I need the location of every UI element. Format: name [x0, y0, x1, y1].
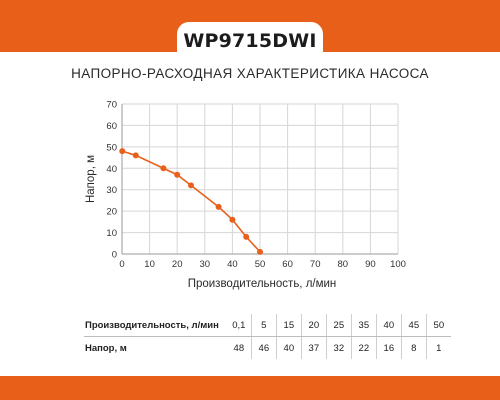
model-tab: WP9715DWI: [177, 22, 323, 60]
data-point: [243, 233, 250, 240]
table-cell: 46: [250, 336, 277, 359]
chart-title: НАПОРНО-РАСХОДНАЯ ХАРАКТЕРИСТИКА НАСОСА: [71, 66, 429, 81]
table-cell: 48: [233, 342, 245, 354]
data-point: [132, 152, 139, 159]
data-point: [160, 165, 167, 172]
x-tick-label: 20: [172, 259, 183, 270]
y-tick-label: 30: [106, 185, 117, 196]
table-cell: 15: [275, 314, 302, 337]
table-cell: 32: [325, 336, 352, 359]
x-tick-label: 10: [144, 259, 155, 270]
table-row-flow: Производительность, л/мин 0,1 5 15 20 25…: [84, 314, 451, 337]
x-tick-label: 50: [255, 259, 266, 270]
x-axis-label: Производительность, л/мин: [188, 278, 337, 290]
table-cell: 50: [425, 314, 451, 337]
x-tick-label: 0: [119, 259, 124, 270]
table-cell: 1: [425, 336, 451, 359]
data-point: [119, 148, 126, 155]
table-cell: 25: [325, 314, 352, 337]
x-tick-label: 80: [338, 259, 349, 270]
series-line: [122, 150, 261, 253]
table-cell: 37: [300, 336, 327, 359]
table-row-head: Напор, м 48 46 40 37 32 22 16 8 1: [84, 336, 451, 359]
y-tick-label: 10: [106, 228, 117, 239]
x-tick-label: 60: [282, 259, 293, 270]
data-point: [188, 182, 194, 189]
y-tick-label: 60: [106, 121, 117, 132]
data-point: [174, 171, 181, 178]
table-cell: 5: [250, 314, 277, 337]
x-tick-label: 70: [310, 259, 321, 270]
table-cell: 0,1: [226, 314, 252, 337]
table-cell: 35: [350, 314, 377, 337]
x-tick-label: 30: [200, 259, 211, 270]
bottom-frame-band: [0, 376, 500, 400]
y-tick-label: 50: [106, 142, 117, 153]
table-cell: 40: [275, 336, 302, 359]
table-cell: 40: [375, 314, 402, 337]
table-cell: 45: [400, 314, 427, 337]
y-tick-label: 40: [106, 164, 117, 175]
data-point: [257, 248, 263, 255]
table-cell: 8: [400, 336, 427, 359]
data-point: [229, 216, 236, 223]
y-tick-label: 20: [106, 207, 117, 218]
y-tick-label: 70: [106, 100, 117, 111]
x-tick-label: 90: [365, 259, 376, 270]
row-label-flow: Производительность, л/мин: [84, 314, 227, 337]
x-tick-label: 100: [390, 259, 406, 270]
row-label-head: Напор, м: [85, 342, 127, 354]
model-name: WP9715DWI: [183, 30, 317, 52]
table-cell: 16: [375, 336, 402, 359]
spec-table: Производительность, л/мин 0,1 5 15 20 25…: [84, 314, 451, 359]
y-tick-label: 0: [112, 250, 117, 261]
table-cell: 20: [300, 314, 327, 337]
head-flow-chart: 0 10 20 30 40 50 60 70 80 90 100 0 10 20 30 40 50 60 70 Про…: [85, 100, 406, 291]
data-point: [215, 203, 222, 210]
x-tick-label: 40: [227, 259, 238, 270]
y-axis-label: Напор, м: [85, 155, 97, 203]
table-cell: 22: [350, 336, 377, 359]
